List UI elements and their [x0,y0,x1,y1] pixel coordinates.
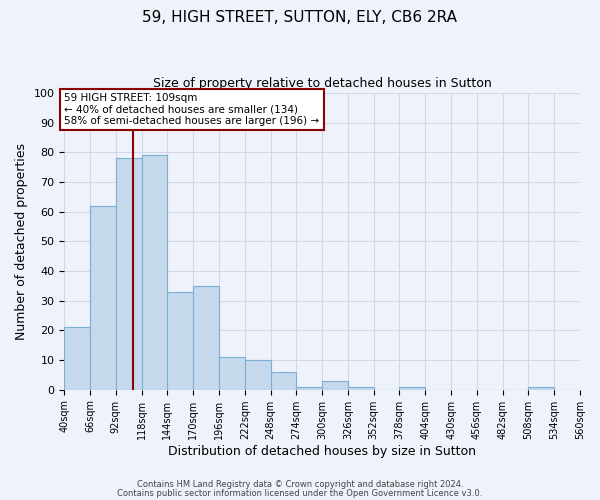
Y-axis label: Number of detached properties: Number of detached properties [15,143,28,340]
Text: Contains public sector information licensed under the Open Government Licence v3: Contains public sector information licen… [118,488,482,498]
Bar [348,387,374,390]
Bar [167,292,193,390]
Bar [322,381,348,390]
Bar [245,360,271,390]
Bar [296,387,322,390]
Bar [219,357,245,390]
Text: 59 HIGH STREET: 109sqm
← 40% of detached houses are smaller (134)
58% of semi-de: 59 HIGH STREET: 109sqm ← 40% of detached… [64,93,319,126]
Title: Size of property relative to detached houses in Sutton: Size of property relative to detached ho… [153,78,491,90]
Bar [529,387,554,390]
Bar [90,206,116,390]
Text: 59, HIGH STREET, SUTTON, ELY, CB6 2RA: 59, HIGH STREET, SUTTON, ELY, CB6 2RA [143,10,458,25]
Text: Contains HM Land Registry data © Crown copyright and database right 2024.: Contains HM Land Registry data © Crown c… [137,480,463,489]
Bar [193,286,219,390]
Bar [64,328,90,390]
Bar [142,156,167,390]
Bar [116,158,142,390]
X-axis label: Distribution of detached houses by size in Sutton: Distribution of detached houses by size … [168,444,476,458]
Bar [400,387,425,390]
Bar [271,372,296,390]
